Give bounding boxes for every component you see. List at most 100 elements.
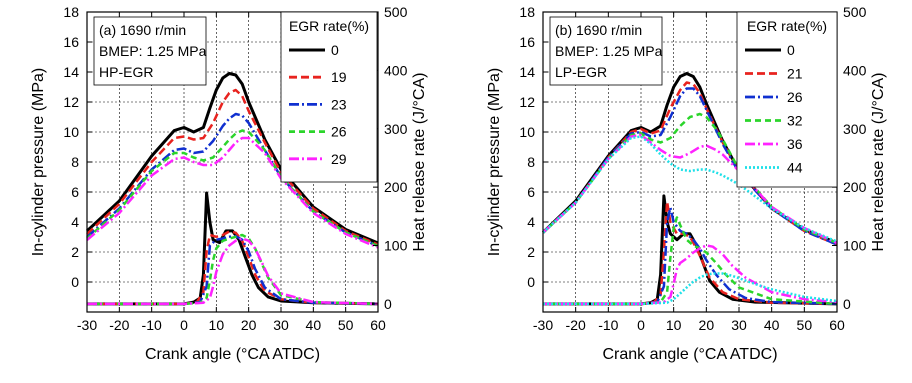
y2-tick-label: 200 (843, 179, 867, 195)
legend-frame (736, 11, 838, 188)
annotation-line: LP-EGR (555, 64, 607, 80)
hrr-line-36 (543, 244, 838, 306)
x-tick-label: 30 (731, 317, 747, 333)
y-tick-label: 14 (63, 64, 79, 80)
y-tick-label: 4 (527, 214, 535, 230)
hrr-line-21 (543, 200, 838, 306)
legend-label-0: 0 (331, 42, 339, 58)
annotation-line: BMEP: 1.25 MPa (555, 43, 663, 59)
legend: EGR rate(%) 0 19 23 26 29 (280, 11, 378, 183)
x-axis-label: Crank angle (°CA ATDC) (602, 346, 777, 363)
y2-tick-label: 200 (384, 179, 408, 195)
y-tick-label: 16 (519, 34, 535, 50)
y2-tick-label: 300 (843, 121, 867, 137)
annotation-box: (a) 1690 r/min BMEP: 1.25 MPa HP-EGR (93, 16, 207, 86)
y2-tick-label: 100 (843, 238, 867, 254)
y-tick-label: 0 (527, 274, 535, 290)
legend-title: EGR rate(%) (289, 18, 369, 34)
panel-a: -30 -20 -10 0 10 20 30 40 50 60 0 2 4 6 8 10 12 14 16 18 0 10… (30, 4, 428, 363)
annotation-frame (549, 16, 663, 86)
y-tick-label: 18 (63, 4, 79, 20)
legend-label-21: 21 (787, 66, 803, 82)
legend-label-26: 26 (331, 124, 347, 140)
x-tick-label: 0 (180, 317, 188, 333)
y-tick-label: 8 (71, 154, 79, 170)
legend-title: EGR rate(%) (747, 18, 827, 34)
x-tick-label: 50 (338, 317, 354, 333)
panel-b: -30 -20 -10 0 10 20 30 40 50 60 0 2 4 6 8 10 12 14 16 18 0 10… (486, 4, 887, 363)
legend-label-0: 0 (787, 42, 795, 58)
y-axis-label: In-cylinder pressure (MPa) (30, 68, 47, 257)
legend: EGR rate(%) 0 21 26 32 36 44 (736, 11, 838, 188)
legend-label-29: 29 (331, 151, 347, 167)
y2-tick-label: 300 (384, 121, 408, 137)
legend-label-44: 44 (787, 160, 803, 176)
y-tick-label: 16 (63, 34, 79, 50)
pressure-line-44 (542, 135, 838, 243)
x-tick-label: -30 (533, 317, 553, 333)
x-tick-label: 10 (209, 317, 225, 333)
y2-tick-label: 500 (384, 4, 408, 20)
annotation-line: (a) 1690 r/min (99, 22, 186, 38)
hrr-line-44 (543, 272, 838, 306)
x-tick-label: 60 (829, 317, 845, 333)
y-tick-label: 6 (527, 184, 535, 200)
hrr-line-0 (543, 194, 838, 306)
y-tick-label: 6 (71, 184, 79, 200)
y-tick-label: 18 (519, 4, 535, 20)
x-tick-label: 20 (699, 317, 715, 333)
series-44 (542, 135, 838, 306)
legend-label-23: 23 (331, 96, 347, 112)
x-tick-label: 10 (666, 317, 682, 333)
x-tick-label: 60 (370, 317, 386, 333)
y-axis-label: In-cylinder pressure (MPa) (486, 68, 503, 257)
y-tick-label: 8 (527, 154, 535, 170)
x-tick-label: 40 (306, 317, 322, 333)
x-tick-label: -30 (77, 317, 97, 333)
y2-tick-label: 0 (384, 296, 392, 312)
y-tick-label: 12 (63, 94, 79, 110)
y2-tick-label: 0 (843, 296, 851, 312)
y-tick-label: 4 (71, 214, 79, 230)
x-tick-label: 0 (637, 317, 645, 333)
annotation-box: (b) 1690 r/min BMEP: 1.25 MPa LP-EGR (549, 16, 663, 86)
y-tick-label: 2 (71, 244, 79, 260)
legend-frame (280, 11, 378, 183)
hrr-line-23 (87, 234, 379, 306)
y-tick-label: 12 (519, 94, 535, 110)
x-tick-label: -10 (142, 317, 162, 333)
legend-label-36: 36 (787, 136, 803, 152)
x-tick-label: 40 (764, 317, 780, 333)
y-tick-label: 14 (519, 64, 535, 80)
y-tick-label: 10 (63, 124, 79, 140)
annotation-frame (93, 16, 207, 86)
legend-label-32: 32 (787, 113, 803, 129)
hrr-line-29 (87, 237, 379, 306)
annotation-line: (b) 1690 r/min (555, 22, 642, 38)
hrr-line-19 (87, 230, 379, 306)
pressure-line-19 (86, 88, 379, 246)
x-axis-label: Crank angle (°CA ATDC) (145, 346, 320, 363)
y2-tick-label: 400 (843, 62, 867, 78)
y2-axis-label: Heat release rate (J/°CA) (870, 73, 887, 252)
x-tick-label: 50 (797, 317, 813, 333)
hrr-line-0 (87, 191, 379, 306)
x-tick-label: 20 (241, 317, 257, 333)
hrr-line-26 (87, 233, 379, 306)
annotation-line: HP-EGR (99, 64, 153, 80)
y2-axis-label: Heat release rate (J/°CA) (411, 73, 428, 252)
annotation-line: BMEP: 1.25 MPa (99, 43, 207, 59)
y2-tick-label: 100 (384, 238, 408, 254)
legend-label-26: 26 (787, 89, 803, 105)
hrr-line-26 (543, 206, 838, 306)
series-19 (86, 88, 379, 306)
x-tick-label: 30 (273, 317, 289, 333)
hrr-line-32 (543, 216, 838, 306)
y2-tick-label: 500 (843, 4, 867, 20)
y-tick-label: 2 (527, 244, 535, 260)
legend-label-19: 19 (331, 69, 347, 85)
y-tick-label: 0 (71, 274, 79, 290)
y-tick-label: 10 (519, 124, 535, 140)
x-tick-label: -10 (598, 317, 618, 333)
